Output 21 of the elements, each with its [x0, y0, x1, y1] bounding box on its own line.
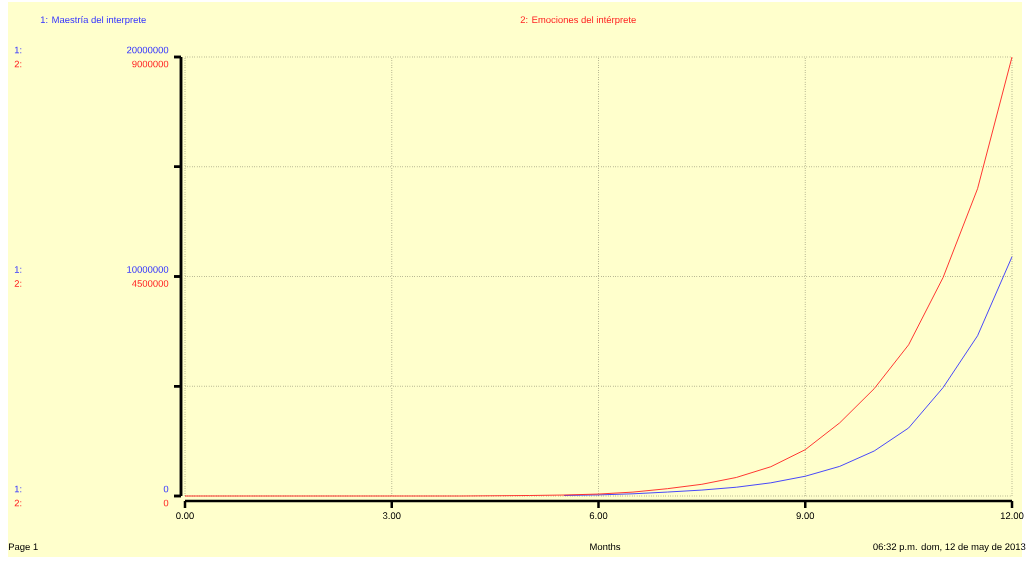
text: 06:32 p.m. dom, 12 de may de 2013	[873, 543, 1026, 552]
y-tick-label: 10000000	[127, 266, 169, 273]
x-tick-label: 3.00	[382, 512, 401, 520]
text: 1:	[14, 485, 22, 493]
text: 1: Maestría del interprete	[40, 16, 146, 25]
text: 2:	[14, 499, 22, 507]
text: 2:	[14, 280, 22, 287]
x-tick-label: 6.00	[589, 512, 608, 520]
text: 1:	[14, 46, 22, 54]
text: 2: Emociones del intérprete	[520, 16, 636, 25]
text: 1:	[14, 266, 22, 273]
x-tick-label: 12.00	[1000, 512, 1024, 520]
y-tick-label: 0	[163, 485, 169, 493]
x-axis-title: Months	[590, 543, 621, 551]
x-tick-label: 9.00	[796, 512, 815, 520]
y-tick-label: 20000000	[127, 46, 169, 54]
text: Page 1	[8, 543, 38, 552]
text: 2:	[14, 60, 22, 68]
y2-tick-label: 4500000	[132, 280, 169, 287]
y2-tick-label: 9000000	[132, 60, 169, 68]
x-tick-label: 0.00	[176, 512, 194, 520]
